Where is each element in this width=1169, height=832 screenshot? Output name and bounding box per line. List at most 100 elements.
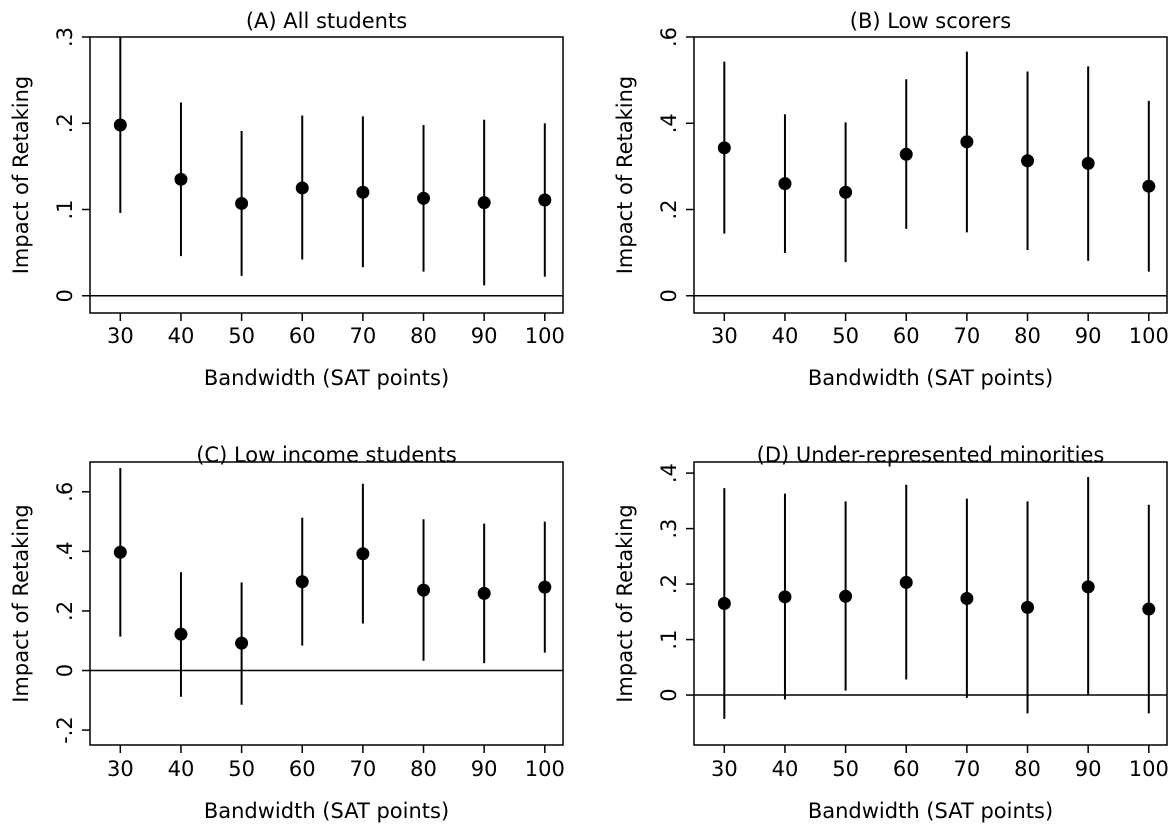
x-tick-label: 90 (471, 324, 498, 348)
y-tick-label: .2 (53, 113, 77, 133)
point-estimate (899, 147, 913, 161)
x-tick-label: 80 (410, 757, 437, 781)
point-estimate (1142, 602, 1156, 616)
x-axis-label: Bandwidth (SAT points) (204, 799, 449, 823)
plot-frame (693, 461, 1168, 746)
plot-frame (693, 36, 1168, 314)
point-estimate (960, 592, 974, 606)
y-tick-label: -.2 (53, 716, 77, 744)
y-tick-label: .1 (657, 630, 681, 650)
y-tick-label: 0 (657, 289, 681, 302)
x-tick-label: 70 (954, 757, 981, 781)
point-estimate (1081, 156, 1095, 170)
x-tick-label: 60 (893, 324, 920, 348)
point-estimate (417, 583, 431, 597)
x-tick-label: 40 (168, 324, 195, 348)
point-estimate (417, 191, 431, 205)
panel-title: (C) Low income students (196, 443, 457, 467)
point-estimate (717, 141, 731, 155)
x-tick-label: 50 (228, 757, 255, 781)
x-tick-label: 40 (772, 757, 799, 781)
y-tick-label: .1 (53, 199, 77, 219)
point-estimate (778, 177, 792, 191)
y-tick-label: .2 (657, 199, 681, 219)
point-estimate (235, 196, 249, 210)
point-estimate (174, 627, 188, 641)
point-estimate (778, 590, 792, 604)
point-estimate (113, 545, 127, 559)
y-axis-label: Impact of Retaking (613, 504, 637, 703)
x-tick-label: 60 (289, 324, 316, 348)
x-tick-label: 80 (1014, 757, 1041, 781)
x-tick-label: 70 (350, 324, 377, 348)
plot-frame (89, 36, 564, 314)
y-tick-label: .6 (53, 482, 77, 502)
x-tick-label: 90 (1075, 324, 1102, 348)
panel-title: (B) Low scorers (850, 9, 1012, 33)
x-tick-label: 90 (471, 757, 498, 781)
point-estimate (477, 196, 491, 210)
x-tick-label: 50 (832, 757, 859, 781)
x-tick-label: 80 (1014, 324, 1041, 348)
point-estimate (356, 185, 370, 199)
x-tick-label: 70 (954, 324, 981, 348)
point-estimate (235, 636, 249, 650)
y-tick-label: .3 (53, 27, 77, 47)
x-tick-label: 30 (711, 757, 738, 781)
point-estimate (356, 547, 370, 561)
y-tick-label: .2 (657, 574, 681, 594)
plot-frame (89, 461, 564, 746)
y-tick-label: 0 (53, 664, 77, 677)
point-estimate (839, 589, 853, 603)
x-tick-label: 30 (107, 757, 134, 781)
y-tick-label: 0 (53, 289, 77, 302)
x-axis-label: Bandwidth (SAT points) (808, 366, 1053, 390)
x-tick-label: 100 (525, 757, 565, 781)
point-estimate (1021, 154, 1035, 168)
point-estimate (1081, 580, 1095, 594)
x-tick-label: 30 (107, 324, 134, 348)
point-estimate (113, 118, 127, 132)
point-estimate (960, 135, 974, 149)
x-tick-label: 80 (410, 324, 437, 348)
x-tick-label: 100 (1129, 324, 1169, 348)
point-estimate (1142, 179, 1156, 193)
point-estimate (295, 575, 309, 589)
point-estimate (295, 181, 309, 195)
point-estimate (899, 575, 913, 589)
y-axis-label: Impact of Retaking (613, 76, 637, 275)
y-tick-label: .4 (53, 541, 77, 561)
x-tick-label: 100 (1129, 757, 1169, 781)
x-axis-label: Bandwidth (SAT points) (204, 366, 449, 390)
point-estimate (717, 597, 731, 610)
point-estimate (839, 185, 853, 199)
x-tick-label: 40 (772, 324, 799, 348)
x-tick-label: 60 (893, 757, 920, 781)
y-tick-label: 0 (657, 688, 681, 701)
x-tick-label: 70 (350, 757, 377, 781)
x-tick-label: 30 (711, 324, 738, 348)
x-tick-label: 60 (289, 757, 316, 781)
panel-title: (D) Under-represented minorities (757, 443, 1105, 467)
x-axis-label: Bandwidth (SAT points) (808, 799, 1053, 823)
x-tick-label: 40 (168, 757, 195, 781)
y-axis-label: Impact of Retaking (9, 76, 33, 275)
x-tick-label: 100 (525, 324, 565, 348)
point-estimate (174, 172, 188, 186)
y-tick-label: .4 (657, 463, 681, 483)
point-estimate (538, 580, 552, 594)
point-estimate (538, 193, 552, 207)
y-axis-label: Impact of Retaking (9, 504, 33, 703)
y-tick-label: .2 (53, 601, 77, 621)
y-tick-label: .3 (657, 519, 681, 539)
x-tick-label: 50 (228, 324, 255, 348)
y-tick-label: .6 (657, 27, 681, 47)
x-tick-label: 50 (832, 324, 859, 348)
point-estimate (477, 586, 491, 600)
x-tick-label: 90 (1075, 757, 1102, 781)
point-estimate (1021, 600, 1035, 614)
y-tick-label: .4 (657, 113, 681, 133)
panel-title: (A) All students (246, 9, 407, 33)
